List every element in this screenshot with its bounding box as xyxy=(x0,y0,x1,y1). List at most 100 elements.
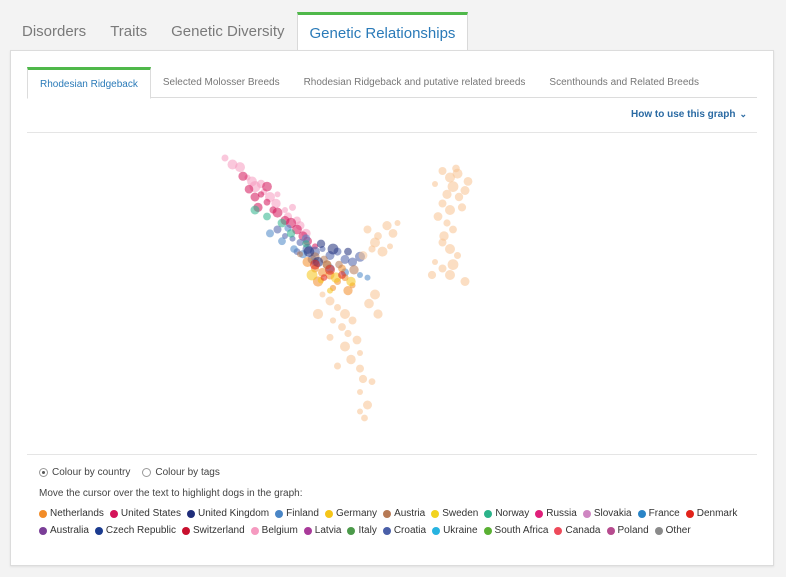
data-point[interactable] xyxy=(277,218,287,228)
data-point[interactable] xyxy=(273,225,282,234)
legend-item[interactable]: United States xyxy=(109,507,181,520)
data-point[interactable] xyxy=(340,309,350,319)
data-point[interactable] xyxy=(289,203,296,211)
legend-item[interactable]: United Kingdom xyxy=(186,507,269,520)
legend-item[interactable]: Germany xyxy=(324,507,377,520)
data-point[interactable] xyxy=(271,198,281,209)
data-point[interactable] xyxy=(263,212,271,221)
data-point[interactable] xyxy=(432,259,438,265)
legend-item[interactable]: Slovakia xyxy=(582,507,632,520)
legend-item[interactable]: Norway xyxy=(484,507,529,520)
data-point[interactable] xyxy=(302,257,313,267)
legend-item[interactable]: Latvia xyxy=(303,524,341,537)
data-point[interactable] xyxy=(368,378,376,385)
legend-item[interactable]: Other xyxy=(654,524,691,537)
data-point[interactable] xyxy=(427,270,437,280)
data-point[interactable] xyxy=(346,276,356,287)
data-point[interactable] xyxy=(235,162,245,173)
data-point[interactable] xyxy=(364,298,374,309)
radio-checked-icon[interactable] xyxy=(39,468,48,477)
legend-item[interactable]: South Africa xyxy=(483,524,548,537)
legend-item[interactable]: Russia xyxy=(535,507,577,520)
data-point[interactable] xyxy=(262,181,272,192)
data-point[interactable] xyxy=(377,246,388,257)
data-point[interactable] xyxy=(439,231,449,241)
data-point[interactable] xyxy=(329,317,337,324)
data-point[interactable] xyxy=(282,207,288,213)
data-point[interactable] xyxy=(297,251,303,258)
subtab-rhodesian-ridgeback[interactable]: Rhodesian Ridgeback xyxy=(27,67,151,99)
tab-genetic-relationships[interactable]: Genetic Relationships xyxy=(296,12,469,52)
data-point[interactable] xyxy=(320,274,328,281)
data-point[interactable] xyxy=(221,154,229,162)
legend-item[interactable]: Australia xyxy=(39,524,89,537)
data-point[interactable] xyxy=(447,259,459,270)
data-point[interactable] xyxy=(352,335,362,345)
data-point[interactable] xyxy=(348,316,357,325)
data-point[interactable] xyxy=(438,167,447,175)
legend-item[interactable]: Belgium xyxy=(250,524,298,537)
legend-item[interactable]: Denmark xyxy=(685,507,737,520)
data-point[interactable] xyxy=(310,259,320,270)
data-point[interactable] xyxy=(327,287,333,294)
data-point[interactable] xyxy=(340,254,350,264)
data-point[interactable] xyxy=(257,191,265,198)
data-point[interactable] xyxy=(460,186,470,195)
legend-item[interactable]: Czech Republic xyxy=(94,524,176,537)
legend-item[interactable]: France xyxy=(637,507,680,520)
radio-unchecked-icon[interactable] xyxy=(142,468,152,477)
data-point[interactable] xyxy=(387,243,393,250)
data-point[interactable] xyxy=(302,240,310,248)
data-point[interactable] xyxy=(454,252,461,259)
data-point[interactable] xyxy=(334,304,341,311)
subtab-molosser-breeds[interactable]: Selected Molosser Breeds xyxy=(162,77,280,88)
data-point[interactable] xyxy=(274,191,281,198)
data-point[interactable] xyxy=(358,374,368,384)
data-point[interactable] xyxy=(382,221,392,231)
data-point[interactable] xyxy=(445,270,455,280)
data-point[interactable] xyxy=(373,309,383,319)
data-point[interactable] xyxy=(368,245,376,253)
data-point[interactable] xyxy=(306,269,318,281)
data-point[interactable] xyxy=(263,198,271,206)
tab-disorders[interactable]: Disorders xyxy=(22,23,87,40)
data-point[interactable] xyxy=(326,333,334,341)
data-point[interactable] xyxy=(438,199,447,208)
data-point[interactable] xyxy=(445,205,455,215)
data-point[interactable] xyxy=(358,251,368,260)
data-point[interactable] xyxy=(296,239,304,246)
data-point[interactable] xyxy=(433,212,443,221)
data-point[interactable] xyxy=(338,323,346,331)
data-point[interactable] xyxy=(346,354,356,365)
legend-item[interactable]: Switzerland xyxy=(181,524,245,537)
data-point[interactable] xyxy=(282,233,288,239)
subtab-scenthounds[interactable]: Scenthounds and Related Breeds xyxy=(549,77,699,88)
data-point[interactable] xyxy=(447,181,459,192)
data-point[interactable] xyxy=(363,400,372,410)
data-point[interactable] xyxy=(370,289,380,300)
colour-by-country-option[interactable]: Colour by country xyxy=(39,467,130,478)
legend-item[interactable]: Ukraine xyxy=(432,524,478,537)
data-point[interactable] xyxy=(361,414,368,422)
data-point[interactable] xyxy=(445,172,455,183)
tab-traits[interactable]: Traits xyxy=(110,23,148,40)
data-point[interactable] xyxy=(452,164,460,173)
legend-item[interactable]: Poland xyxy=(606,524,649,537)
data-point[interactable] xyxy=(227,159,238,170)
data-point[interactable] xyxy=(460,277,470,286)
data-point[interactable] xyxy=(335,260,343,269)
data-point[interactable] xyxy=(445,244,455,254)
legend-item[interactable]: Canada xyxy=(554,524,601,537)
data-point[interactable] xyxy=(316,239,326,248)
legend-item[interactable]: Sweden xyxy=(431,507,478,520)
data-point[interactable] xyxy=(325,264,335,275)
data-point[interactable] xyxy=(442,189,452,199)
data-point[interactable] xyxy=(363,225,372,234)
colour-by-tags-option[interactable]: Colour by tags xyxy=(142,467,220,478)
how-to-use-link[interactable]: How to use this graph ⌄ xyxy=(631,109,747,120)
data-point[interactable] xyxy=(356,364,364,373)
scatter-plot[interactable] xyxy=(27,133,757,453)
data-point[interactable] xyxy=(244,184,254,194)
data-point[interactable] xyxy=(449,225,457,234)
data-point[interactable] xyxy=(301,234,311,243)
